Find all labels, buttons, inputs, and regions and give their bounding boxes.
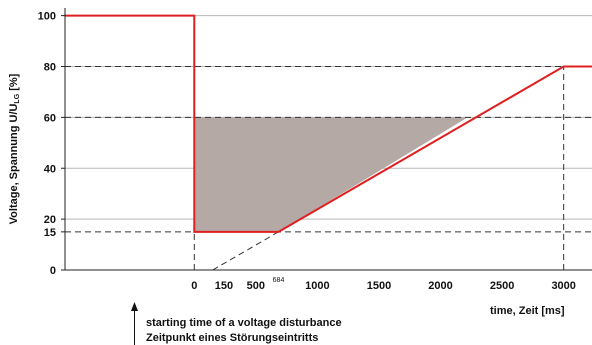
x-tick-labels: 0 150 500 1000 1500 2000 2500 3000 684 [191,277,576,292]
y-tick-label-20: 20 [44,214,56,226]
series-line-0 [65,14,592,233]
disturbance-arrow [131,302,138,345]
y-tick-label-40: 40 [44,163,56,175]
annotation-line-2: Zeitpunkt eines Störungseintritts [146,332,318,344]
y-tick-label-60: 60 [44,112,56,124]
axes [64,8,592,271]
shaded-area [194,117,468,232]
x-tick-label-1500: 1500 [367,280,391,292]
voltage-curve [65,14,592,233]
x-tick-label-0: 0 [191,280,197,292]
reference-lines [65,66,592,271]
x-tick-label-1000: 1000 [305,280,329,292]
x-tick-label-684: 684 [273,277,285,284]
x-axis-title: time, Zeit [ms] [490,305,565,317]
x-tick-label-150: 150 [215,280,233,292]
x-tick-label-500: 500 [247,280,265,292]
x-tick-label-2000: 2000 [428,280,452,292]
reference-line-0 [212,231,279,271]
shaded-region [194,117,468,232]
y-tick-label-0: 0 [50,265,56,277]
x-tick-label-3000: 3000 [551,280,575,292]
annotation-line-1: starting time of a voltage disturbance [146,317,342,329]
y-tick-label-80: 80 [44,62,56,74]
y-axis-title: Voltage, Spannung U/ULG [%] [8,73,21,224]
y-tick-label-15: 15 [44,227,56,239]
x-tick-label-2500: 2500 [490,280,514,292]
y-tick-label-100: 100 [38,11,56,23]
